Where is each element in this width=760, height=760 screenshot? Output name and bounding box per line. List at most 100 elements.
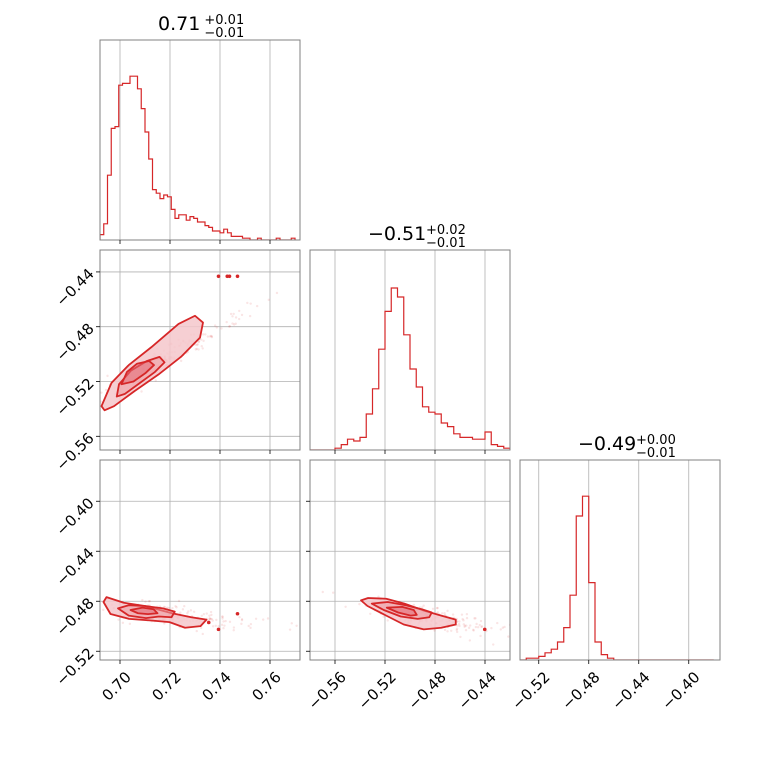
scatter-point <box>469 624 472 627</box>
panel-title-sup: +0.01 <box>204 13 244 28</box>
scatter-point <box>496 621 499 625</box>
scatter-point <box>232 323 236 326</box>
panel-title: −0.51 <box>368 223 426 245</box>
scatter-point <box>229 312 233 316</box>
y-tick-label: −0.52 <box>52 644 97 689</box>
scatter-point <box>490 626 493 630</box>
scatter-point <box>369 612 372 615</box>
scatter-point <box>167 606 171 610</box>
scatter-point <box>436 611 440 614</box>
scatter-point <box>468 639 472 642</box>
scatter-point <box>249 622 253 626</box>
x-tick-label: −0.48 <box>405 668 450 713</box>
plot-area <box>100 75 296 240</box>
scatter-point <box>503 625 506 629</box>
scatter-point <box>234 322 237 325</box>
scatter-point <box>459 635 462 639</box>
scatter-point <box>472 629 475 632</box>
scatter-point <box>61 606 63 608</box>
scatter-point <box>104 388 108 392</box>
scatter-point <box>206 335 210 338</box>
scatter-point <box>192 610 196 613</box>
scatter-point <box>584 640 586 642</box>
axes-frame <box>519 459 721 661</box>
scatter-point <box>255 304 259 308</box>
scatter-point <box>420 606 424 609</box>
scatter-point <box>140 390 143 393</box>
outlier-point <box>235 274 240 279</box>
scatter-point <box>473 617 476 620</box>
scatter-point <box>224 619 227 623</box>
scatter-point <box>249 626 252 630</box>
panel-title-sub: −0.01 <box>636 446 676 461</box>
scatter-point <box>478 623 481 627</box>
scatter-point <box>213 324 217 327</box>
scatter-point <box>288 628 292 631</box>
histogram-series <box>310 287 510 450</box>
scatter-point <box>446 630 449 633</box>
axes-frame <box>99 39 301 241</box>
scatter-point <box>221 617 224 620</box>
scatter-point <box>147 600 151 603</box>
scatter-point <box>195 347 199 351</box>
scatter-point <box>194 343 197 347</box>
scatter-point <box>221 615 224 618</box>
panel-diag-2: −0.49 +0.00−0.01 −0.52 −0.48 −0.44 −0.40 <box>508 433 721 713</box>
scatter-point <box>573 648 575 650</box>
panel-diag-0: 0.71 +0.01−0.01 <box>99 13 301 244</box>
scatter-point <box>479 619 483 623</box>
scatter-point <box>183 604 186 608</box>
scatter-point <box>248 314 252 318</box>
scatter-point <box>210 613 213 617</box>
scatter-point <box>458 624 461 628</box>
scatter-point <box>179 359 183 363</box>
outlier-point <box>482 627 487 632</box>
scatter-point <box>210 335 214 339</box>
scatter-point <box>462 623 465 626</box>
scatter-point <box>435 606 439 610</box>
outlier-point <box>216 627 221 632</box>
scatter-point <box>189 609 193 612</box>
scatter-point <box>290 622 293 625</box>
histogram-series <box>520 495 714 660</box>
scatter-point <box>128 622 132 626</box>
scatter-point <box>232 629 235 632</box>
y-tick-label: −0.40 <box>52 494 97 539</box>
scatter-point <box>231 322 234 325</box>
scatter-point <box>461 617 464 621</box>
scatter-point <box>433 629 436 632</box>
scatter-point <box>94 403 96 405</box>
scatter-point <box>197 348 200 351</box>
plot-area <box>520 495 714 660</box>
scatter-point <box>472 628 475 632</box>
scatter-point <box>200 614 204 618</box>
scatter-point <box>222 626 225 630</box>
scatter-point <box>208 617 212 620</box>
scatter-point <box>240 622 243 626</box>
scatter-point <box>202 613 206 616</box>
scatter-point <box>144 600 147 603</box>
scatter-point <box>321 590 324 594</box>
scatter-point <box>237 317 241 321</box>
scatter-point <box>499 628 502 631</box>
scatter-point <box>247 624 250 628</box>
scatter-point <box>232 312 235 316</box>
scatter-point <box>457 622 461 626</box>
scatter-point <box>465 624 468 627</box>
scatter-point <box>436 606 439 610</box>
histogram-series <box>100 75 296 240</box>
scatter-point <box>267 298 270 302</box>
scatter-point <box>197 340 201 343</box>
scatter-point <box>463 624 467 627</box>
scatter-point <box>209 334 213 338</box>
outlier-point <box>206 620 211 625</box>
scatter-point <box>196 343 199 346</box>
scatter-point <box>214 624 217 627</box>
scatter-point <box>295 624 298 627</box>
scatter-point <box>514 629 516 631</box>
scatter-point <box>249 302 252 305</box>
axes-frame <box>309 459 511 661</box>
scatter-point <box>197 340 200 344</box>
scatter-point <box>501 626 505 629</box>
scatter-point <box>465 616 469 620</box>
